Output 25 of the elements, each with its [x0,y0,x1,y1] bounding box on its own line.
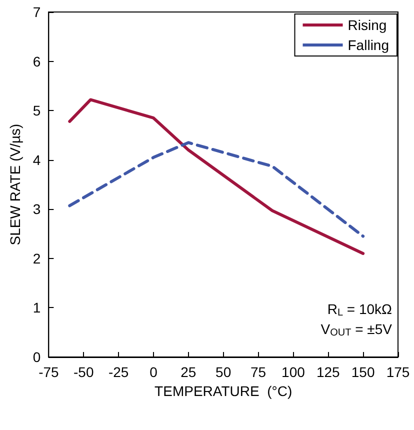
x-tick-label: 100 [282,364,306,380]
y-tick-label: 3 [32,201,41,218]
y-tick-label: 7 [32,4,41,20]
x-tick-label: -25 [108,364,129,380]
x-tick-label: 175 [386,364,410,380]
legend-label: Falling [348,37,390,53]
y-tick-label: 2 [32,250,41,266]
x-tick-label: 75 [250,364,266,380]
x-tick-label: 125 [316,364,340,380]
line-series [68,98,365,255]
y-tick-label: 6 [32,53,41,70]
y-tick-label: 0 [32,349,41,365]
x-tick-label: -50 [74,364,94,380]
x-tick-label: 50 [216,364,232,380]
y-tick-label: 1 [32,300,41,316]
x-tick-label: -75 [38,364,60,380]
x-tick-label: 150 [351,364,375,380]
y-tick-label: 4 [32,152,41,168]
y-tick-label: 5 [32,102,41,119]
x-tick-label: 0 [150,364,158,380]
y-axis-title: SLEW RATE (V/µs) [7,124,23,246]
x-tick-label: 25 [180,364,196,380]
x-axis-title: TEMPERATURE (°C) [154,382,292,399]
line-series [68,141,365,238]
legend-label: Rising [348,17,387,33]
